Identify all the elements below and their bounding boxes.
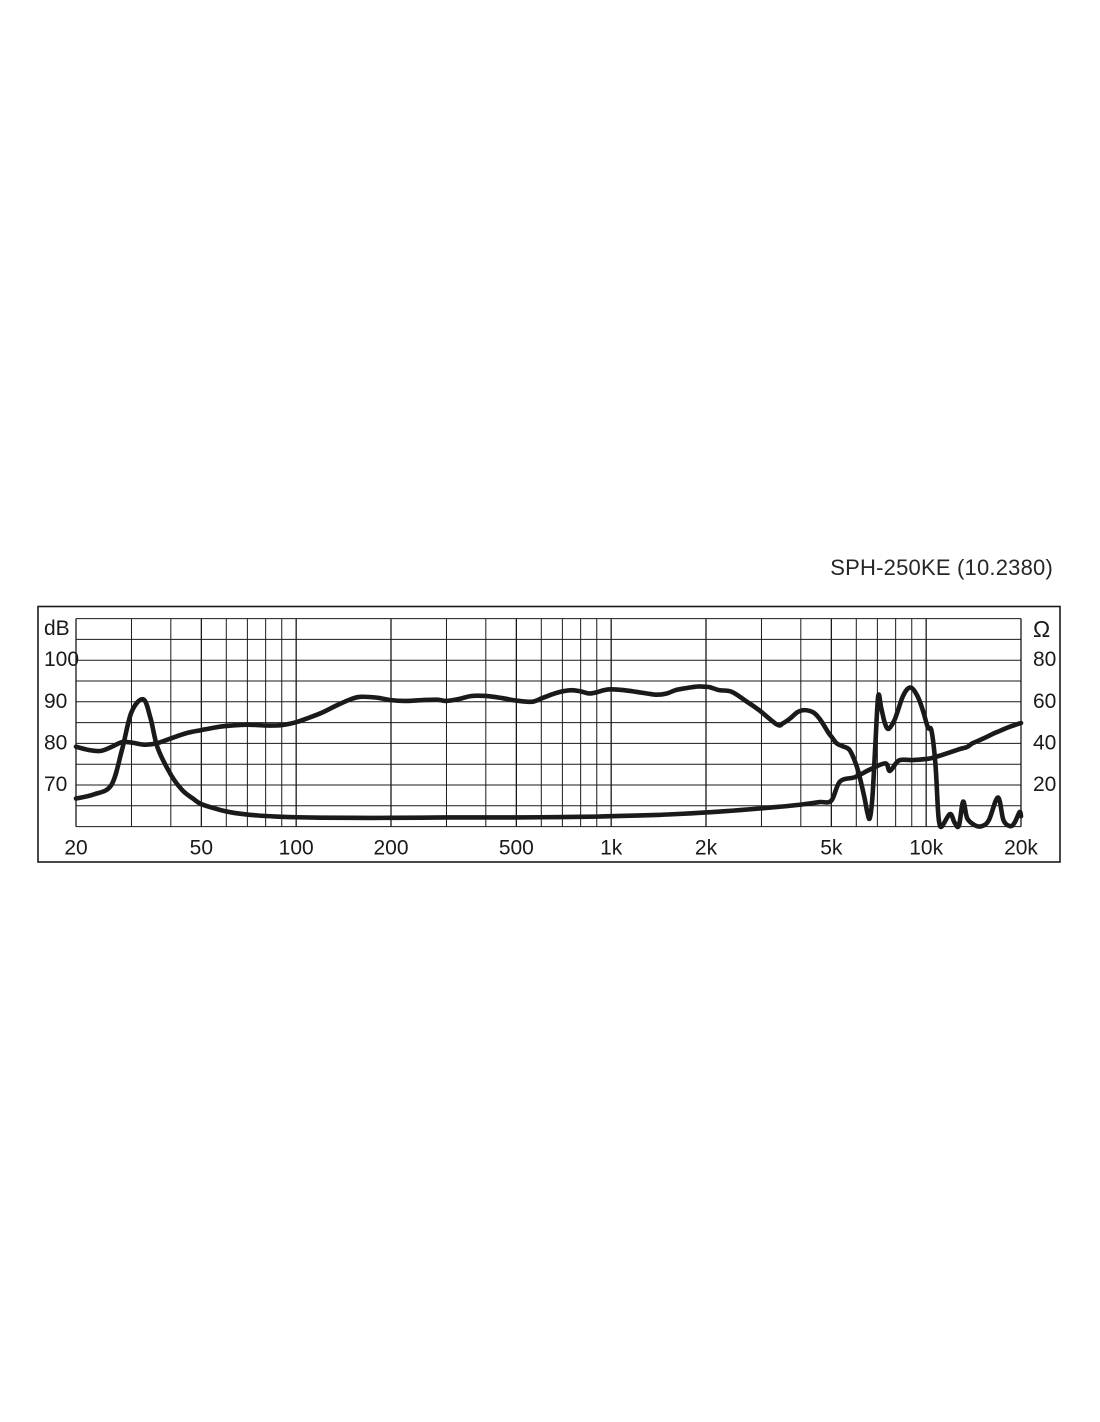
svg-text:60: 60 <box>1033 690 1056 713</box>
svg-text:40: 40 <box>1033 731 1056 754</box>
svg-text:100: 100 <box>279 837 314 860</box>
svg-text:20: 20 <box>64 837 87 860</box>
svg-text:80: 80 <box>1033 648 1056 671</box>
svg-text:50: 50 <box>190 837 213 860</box>
svg-text:20: 20 <box>1033 773 1056 796</box>
svg-text:100: 100 <box>44 648 79 671</box>
svg-text:10k: 10k <box>909 837 943 860</box>
svg-text:80: 80 <box>44 731 67 754</box>
svg-text:70: 70 <box>44 773 67 796</box>
svg-text:2k: 2k <box>695 837 718 860</box>
svg-text:90: 90 <box>44 690 67 713</box>
svg-text:500: 500 <box>499 837 534 860</box>
svg-text:20k: 20k <box>1004 837 1038 860</box>
svg-text:Ω: Ω <box>1033 616 1050 642</box>
svg-text:dB: dB <box>44 617 70 640</box>
svg-text:5k: 5k <box>820 837 843 860</box>
svg-text:200: 200 <box>373 837 408 860</box>
svg-text:1k: 1k <box>600 837 623 860</box>
